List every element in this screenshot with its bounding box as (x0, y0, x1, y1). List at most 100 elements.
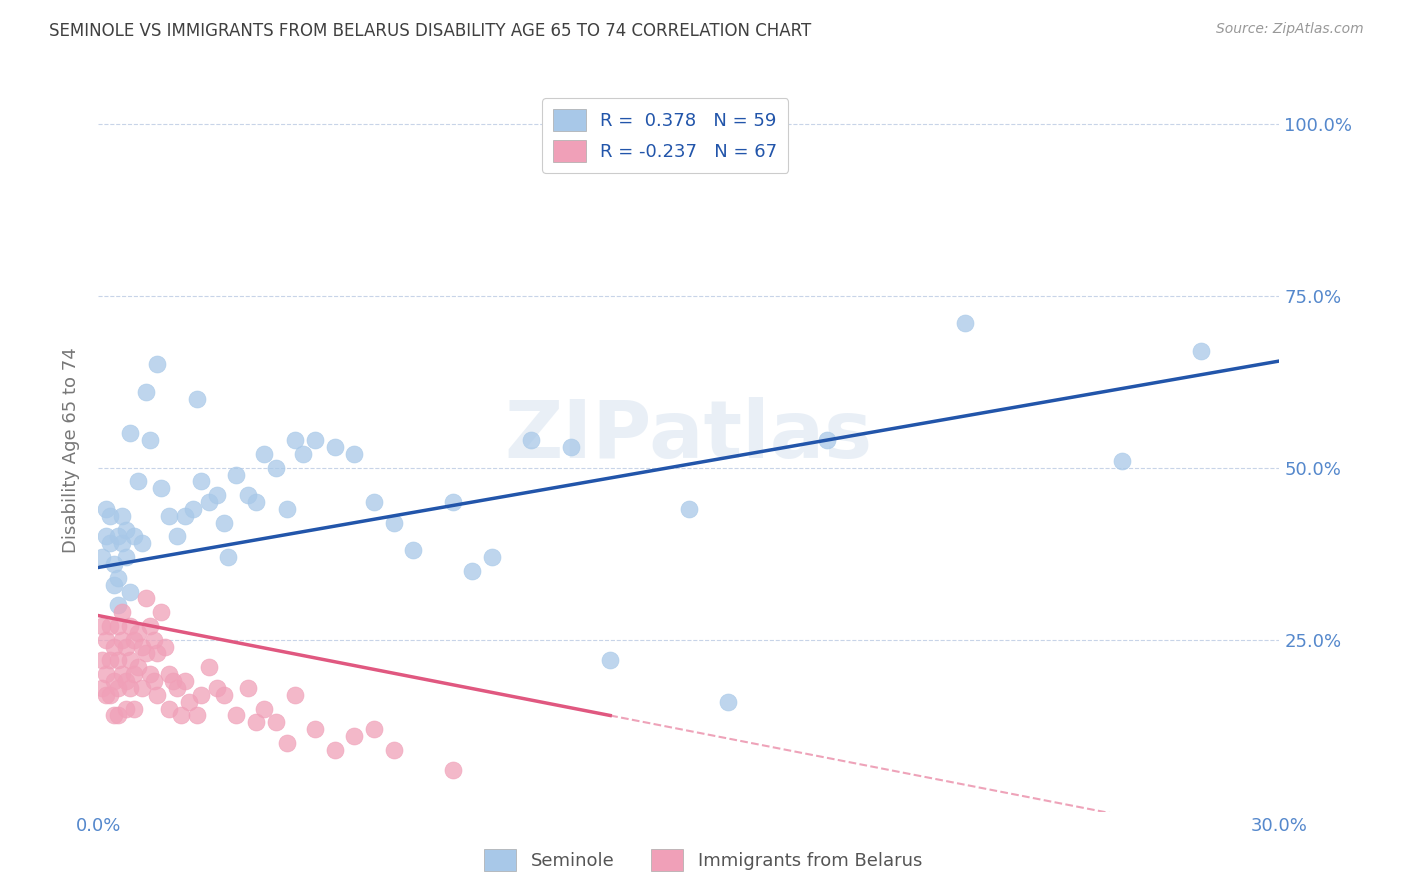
Point (142, 632, 165, 647)
Point (135, 647, 157, 661)
Point (304, 433, 326, 447)
Point (127, 625, 149, 640)
Point (166, 681, 188, 695)
Point (245, 715, 267, 730)
Point (205, 488, 228, 502)
Point (236, 681, 259, 695)
Legend: R =  0.378   N = 59, R = -0.237   N = 67: R = 0.378 N = 59, R = -0.237 N = 67 (543, 98, 789, 173)
Point (953, 316, 976, 330)
Point (111, 508, 134, 523)
Point (118, 584, 141, 599)
Point (127, 660, 149, 674)
Point (96, 632, 118, 647)
Point (98, 536, 121, 550)
Point (146, 647, 169, 661)
Point (135, 591, 157, 606)
Point (253, 447, 276, 461)
Y-axis label: Disability Age 65 to 74: Disability Age 65 to 74 (62, 348, 80, 553)
Point (138, 619, 160, 633)
Point (107, 681, 129, 695)
Point (138, 433, 160, 447)
Point (441, 764, 464, 778)
Point (343, 729, 366, 743)
Point (107, 619, 129, 633)
Point (217, 550, 239, 565)
Point (186, 708, 208, 723)
Point (157, 508, 180, 523)
Point (96, 502, 118, 516)
Point (276, 736, 298, 750)
Point (236, 488, 259, 502)
Legend: Seminole, Immigrants from Belarus: Seminole, Immigrants from Belarus (477, 842, 929, 879)
Point (111, 667, 134, 681)
Point (96, 688, 118, 702)
Point (162, 673, 184, 688)
Point (560, 440, 582, 454)
Text: Source: ZipAtlas.com: Source: ZipAtlas.com (1216, 22, 1364, 37)
Point (122, 632, 145, 647)
Point (107, 653, 129, 667)
Point (103, 577, 125, 591)
Point (245, 495, 267, 509)
Point (174, 673, 197, 688)
Point (127, 475, 149, 489)
Point (181, 502, 204, 516)
Point (225, 467, 247, 482)
Point (150, 481, 173, 495)
Point (103, 640, 125, 654)
Point (157, 667, 180, 681)
Point (264, 715, 287, 730)
Point (98, 619, 121, 633)
Point (461, 564, 484, 578)
Point (1189, 343, 1212, 358)
Point (118, 426, 141, 441)
Point (214, 688, 236, 702)
Point (118, 619, 141, 633)
Point (103, 557, 125, 571)
Point (205, 681, 228, 695)
Text: ZIPatlas: ZIPatlas (505, 397, 873, 475)
Point (190, 688, 212, 702)
Point (131, 640, 153, 654)
Point (122, 667, 145, 681)
Point (174, 508, 197, 523)
Point (122, 529, 145, 543)
Point (717, 695, 740, 709)
Point (96, 529, 118, 543)
Point (1111, 454, 1133, 468)
Point (103, 708, 125, 723)
Point (122, 701, 145, 715)
Point (115, 523, 138, 537)
Point (157, 701, 180, 715)
Point (481, 550, 503, 565)
Point (107, 708, 129, 723)
Point (363, 722, 385, 736)
Point (323, 440, 346, 454)
Point (253, 701, 276, 715)
Point (91, 653, 114, 667)
Point (135, 384, 157, 399)
Point (190, 475, 212, 489)
Point (363, 495, 385, 509)
Point (186, 392, 208, 406)
Point (111, 632, 134, 647)
Point (131, 681, 153, 695)
Point (107, 529, 129, 543)
Point (382, 516, 405, 530)
Point (441, 495, 464, 509)
Point (599, 653, 621, 667)
Point (155, 640, 177, 654)
Point (815, 433, 838, 447)
Point (115, 640, 138, 654)
Point (146, 688, 169, 702)
Point (115, 673, 138, 688)
Point (98, 688, 121, 702)
Point (382, 743, 405, 757)
Point (170, 708, 193, 723)
Point (343, 447, 366, 461)
Point (91, 681, 114, 695)
Point (107, 571, 129, 585)
Point (103, 673, 125, 688)
Point (520, 433, 543, 447)
Point (225, 708, 247, 723)
